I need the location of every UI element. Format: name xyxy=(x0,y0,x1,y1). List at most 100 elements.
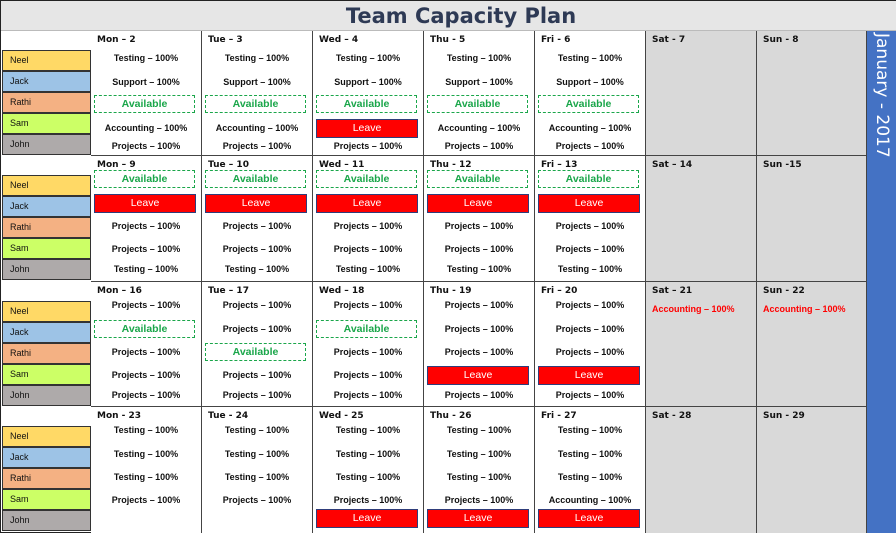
day-cell[interactable]: Mon – 9 Available Leave Projects – 100% Proj… xyxy=(91,156,202,282)
day-cell[interactable]: Thu - 26 Testing – 100% Testing – 100% Test… xyxy=(424,407,535,533)
assignment: Projects – 100% xyxy=(111,221,181,231)
assignment: Projects – 100% xyxy=(111,300,181,310)
assignment: Projects – 100% xyxy=(444,324,514,334)
team-member-rathi: Rathi xyxy=(2,343,91,364)
day-label: Thu - 26 xyxy=(430,411,472,421)
available-badge: Available xyxy=(205,343,306,361)
day-cell[interactable]: Wed – 4 Testing – 100% Support – 100% Avail… xyxy=(313,31,424,156)
team-legend: Neel Jack Rathi Sam John xyxy=(1,31,91,156)
day-cell[interactable]: Fri – 13 Available Leave Projects – 100% Pro… xyxy=(535,156,646,282)
assignment: Accounting – 100% xyxy=(215,123,299,133)
day-cell[interactable]: Thu - 12 Available Leave Projects – 100% Pro… xyxy=(424,156,535,282)
day-cell[interactable]: Sun - 8 xyxy=(757,31,867,156)
leave-badge: Leave xyxy=(538,194,640,213)
assignment: Projects – 100% xyxy=(333,244,403,254)
day-cell[interactable]: Tue – 3 Testing – 100% Support – 100% Avail… xyxy=(202,31,313,156)
day-label: Tue - 24 xyxy=(208,411,249,421)
day-cell[interactable]: Sat - 28 xyxy=(646,407,757,533)
day-label: Thu - 5 xyxy=(430,35,466,45)
title-bar: Team Capacity Plan xyxy=(1,1,896,31)
assignment: Testing – 100% xyxy=(446,472,512,482)
day-cell[interactable]: Fri - 27 Testing – 100% Testing – 100% Test… xyxy=(535,407,646,533)
assignment: Testing – 100% xyxy=(335,264,401,274)
day-cell[interactable]: Tue - 24 Testing – 100% Testing – 100% Test… xyxy=(202,407,313,533)
day-label: Tue – 10 xyxy=(208,160,249,170)
leave-badge: Leave xyxy=(538,366,640,385)
assignment: Projects – 100% xyxy=(333,300,403,310)
day-cell[interactable]: Tue – 10 Available Leave Projects – 100% Pro… xyxy=(202,156,313,282)
day-label: Mon – 16 xyxy=(97,286,142,296)
day-label: Sat - 7 xyxy=(652,35,686,45)
assignment: Testing – 100% xyxy=(113,264,179,274)
team-legend: Neel Jack Rathi Sam John xyxy=(1,407,91,533)
assignment: Projects – 100% xyxy=(111,370,181,380)
assignment: Projects – 100% xyxy=(555,141,625,151)
day-label: Fri – 13 xyxy=(541,160,578,170)
assignment: Projects – 100% xyxy=(555,347,625,357)
day-cell[interactable]: Sat - 7 xyxy=(646,31,757,156)
assignment: Support – 100% xyxy=(334,77,402,87)
day-cell[interactable]: Sun - 29 xyxy=(757,407,867,533)
day-label: Wed - 25 xyxy=(319,411,364,421)
day-label: Wed – 18 xyxy=(319,286,365,296)
assignment: Projects – 100% xyxy=(222,141,292,151)
leave-badge: Leave xyxy=(427,366,529,385)
day-label: Sun - 8 xyxy=(763,35,799,45)
day-cell[interactable]: Fri - 6 Testing – 100% Support – 100% Avail… xyxy=(535,31,646,156)
day-cell[interactable]: Wed – 11 Available Leave Projects – 100% Pro… xyxy=(313,156,424,282)
day-cell[interactable]: Wed - 25 Testing – 100% Testing – 100% Test… xyxy=(313,407,424,533)
available-badge: Available xyxy=(316,320,417,338)
available-badge: Available xyxy=(538,95,639,113)
day-cell[interactable]: Sat – 21 Accounting – 100% xyxy=(646,282,757,407)
assignment: Projects – 100% xyxy=(333,141,403,151)
team-member-rathi: Rathi xyxy=(2,92,91,113)
assignment: Testing – 100% xyxy=(557,472,623,482)
day-cell[interactable]: Thu - 5 Testing – 100% Support – 100% Avail… xyxy=(424,31,535,156)
assignment: Testing – 100% xyxy=(335,425,401,435)
leave-badge: Leave xyxy=(427,194,529,213)
day-cell[interactable]: Sun - 22 Accounting – 100% xyxy=(757,282,867,407)
day-label: Sun -15 xyxy=(763,160,802,170)
assignment: Testing – 100% xyxy=(557,425,623,435)
day-cell[interactable]: Sat – 14 xyxy=(646,156,757,282)
assignment: Accounting – 100% xyxy=(104,123,188,133)
assignment: Accounting – 100% xyxy=(437,123,521,133)
day-label: Wed – 4 xyxy=(319,35,359,45)
day-label: Thu - 19 xyxy=(430,286,472,296)
assignment: Projects – 100% xyxy=(111,495,181,505)
available-badge: Available xyxy=(538,170,639,188)
assignment: Testing – 100% xyxy=(446,264,512,274)
day-label: Thu - 12 xyxy=(430,160,472,170)
assignment: Support – 100% xyxy=(223,77,291,87)
day-label: Tue – 3 xyxy=(208,35,243,45)
assignment: Projects – 100% xyxy=(333,347,403,357)
assignment: Testing – 100% xyxy=(557,264,623,274)
day-cell[interactable]: Fri – 20 Projects – 100% Projects – 100% Pr… xyxy=(535,282,646,407)
day-cell[interactable]: Mon – 16 Projects – 100% Available Projects… xyxy=(91,282,202,407)
assignment: Projects – 100% xyxy=(333,221,403,231)
team-member-rathi: Rathi xyxy=(2,217,91,238)
assignment: Testing – 100% xyxy=(335,449,401,459)
day-cell[interactable]: Thu - 19 Projects – 100% Projects – 100% Pr… xyxy=(424,282,535,407)
assignment: Testing – 100% xyxy=(224,449,290,459)
leave-badge: Leave xyxy=(316,194,418,213)
assignment: Projects – 100% xyxy=(222,370,292,380)
page-title: Team Capacity Plan xyxy=(345,4,577,28)
day-cell[interactable]: Tue – 17 Projects – 100% Projects – 100% Av… xyxy=(202,282,313,407)
assignment: Support – 100% xyxy=(112,77,180,87)
available-badge: Available xyxy=(427,95,528,113)
assignment: Projects – 100% xyxy=(444,300,514,310)
assignment: Projects – 100% xyxy=(555,300,625,310)
day-cell[interactable]: Mon - 23 Testing – 100% Testing – 100% Test… xyxy=(91,407,202,533)
day-cell[interactable]: Wed – 18 Projects – 100% Available Projects… xyxy=(313,282,424,407)
month-banner: January - 2017 xyxy=(867,31,896,533)
assignment: Projects – 100% xyxy=(555,244,625,254)
assignment: Projects – 100% xyxy=(111,390,181,400)
day-cell[interactable]: Mon – 2 Testing – 100% Support – 100% Avail… xyxy=(91,31,202,156)
assignment: Projects – 100% xyxy=(111,244,181,254)
leave-badge: Leave xyxy=(205,194,307,213)
team-member-john: John xyxy=(2,385,91,406)
team-legend: Neel Jack Rathi Sam John xyxy=(1,282,91,407)
day-cell[interactable]: Sun -15 xyxy=(757,156,867,282)
